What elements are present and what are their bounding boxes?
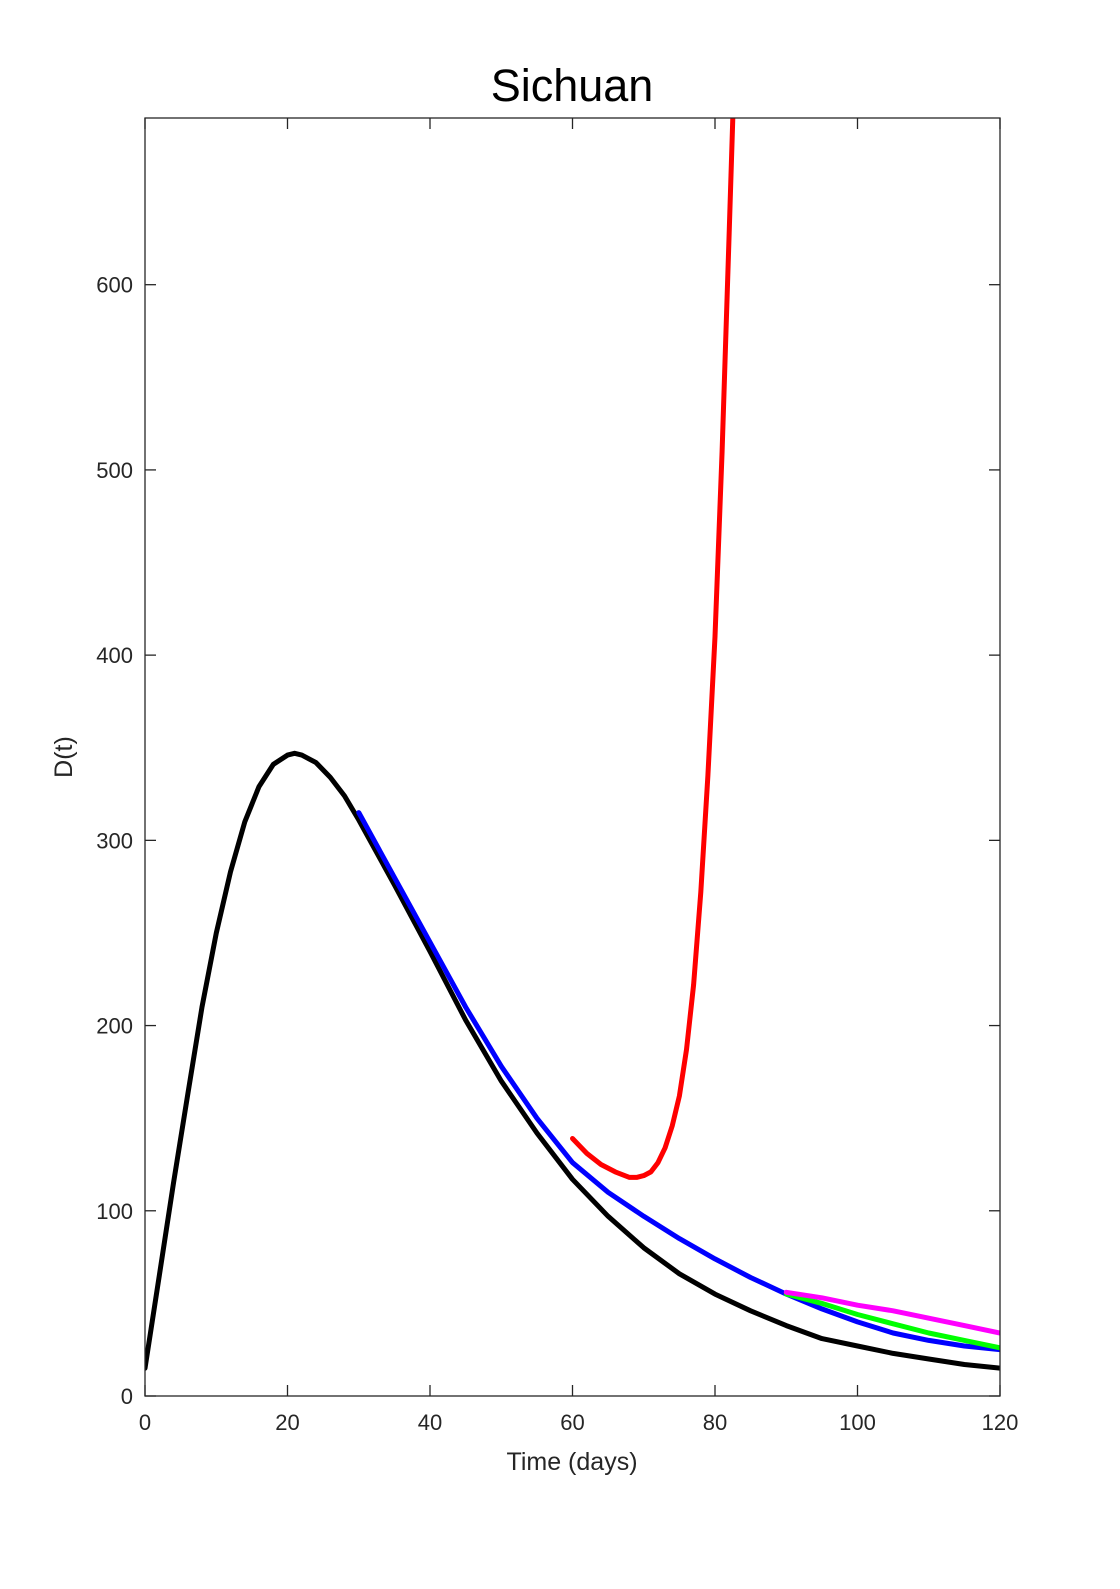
axes-layer: 0 20 40 60 80 100 120 0 100 200 300 400 500 600 (96, 117, 1019, 1435)
x-tick-label-20: 20 (275, 1410, 299, 1435)
y-tick-label-400: 400 (96, 643, 133, 668)
series-layer (145, 118, 1000, 1371)
y-tick-label-200: 200 (96, 1014, 133, 1039)
series-line-1 (145, 750, 1000, 1371)
y-axis-label: D(t) (50, 736, 78, 778)
series-line-2 (356, 810, 1000, 1353)
series-line-4 (783, 1291, 1000, 1351)
x-tick-label-100: 100 (839, 1410, 876, 1435)
x-tick-label-40: 40 (418, 1410, 442, 1435)
x-tick-label-120: 120 (982, 1410, 1019, 1435)
y-tick-label-300: 300 (96, 828, 133, 853)
chart-title: Sichuan (491, 60, 654, 111)
x-tick-label-60: 60 (560, 1410, 584, 1435)
y-tick-label-500: 500 (96, 458, 133, 483)
series-line-3 (570, 118, 736, 1180)
x-axis-label: Time (days) (506, 1448, 637, 1476)
x-tick-label-80: 80 (703, 1410, 727, 1435)
x-tick-label-0: 0 (139, 1410, 151, 1435)
y-tick-label-100: 100 (96, 1199, 133, 1224)
series-line-5 (783, 1289, 1000, 1336)
y-tick-label-0: 0 (121, 1384, 133, 1409)
plot-frame (144, 117, 1001, 1397)
y-tick-label-600: 600 (96, 273, 133, 298)
